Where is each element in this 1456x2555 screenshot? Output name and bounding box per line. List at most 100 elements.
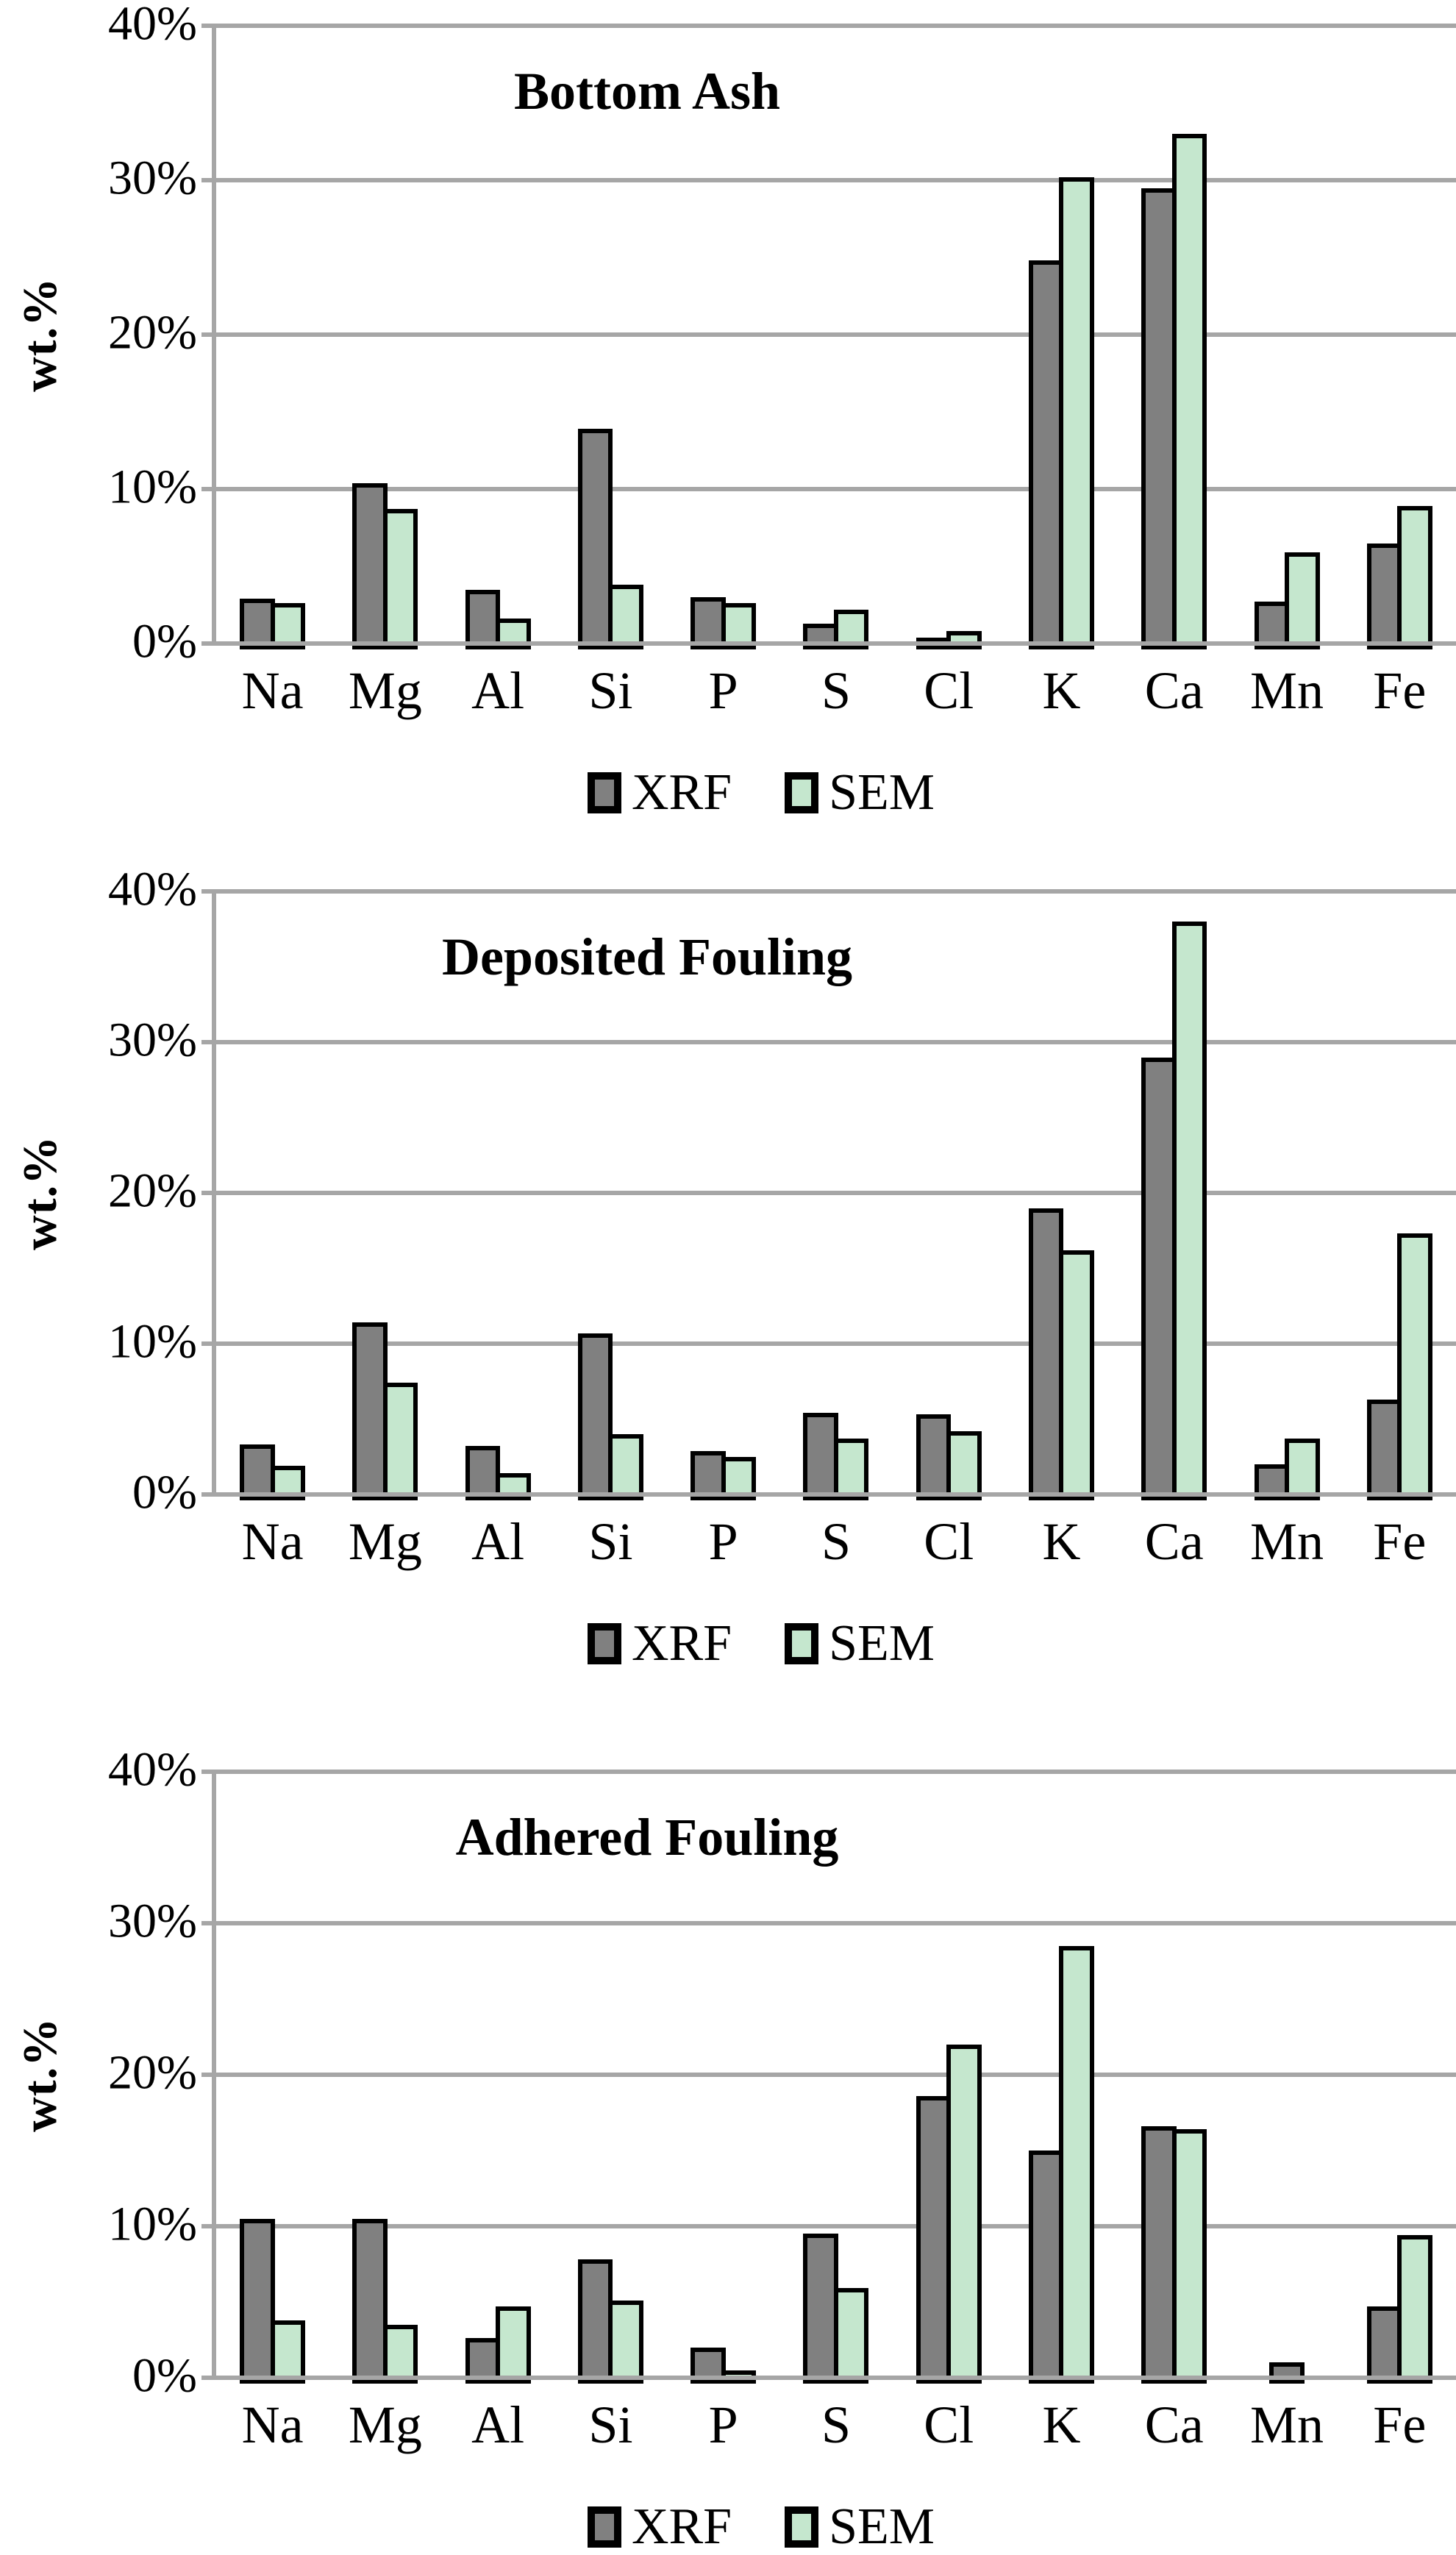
bar-xrf-fe [1366,1399,1402,1500]
bar-sem-mn [1285,552,1320,649]
plot-area: Adhered Fouling [201,1770,1456,2384]
bar-xrf-fe [1366,543,1402,649]
y-tick-label: 10% [108,1314,197,1369]
bar-sem-cl [946,1430,982,1500]
category-group-k [1005,1772,1118,2384]
bar-xrf-mg [352,1322,388,1500]
legend-item-xrf: XRF [587,2501,732,2553]
grid-line [201,1770,1456,1774]
legend-label: SEM [829,1615,935,1672]
legend-label: XRF [631,764,732,821]
x-label-p: P [708,1512,738,1571]
category-group-ca [1118,26,1230,649]
bar-xrf-si [577,429,613,649]
x-label-cl: Cl [924,1512,974,1571]
y-tick-label: 0% [132,2348,197,2403]
legend-swatch-sem [785,1623,819,1664]
x-label-k: K [1042,1512,1081,1571]
legend-swatch-sem [785,2506,819,2548]
bar-xrf-mg [352,482,388,649]
x-label-cl: Cl [924,661,974,720]
bar-sem-si [608,585,643,649]
y-tick-label: 0% [132,1465,197,1519]
category-group-si [554,891,667,1500]
bar-xrf-fe [1366,2306,1402,2384]
category-group-mn [1230,1772,1343,2384]
y-tick-label: 40% [108,862,197,916]
category-group-k [1005,891,1118,1500]
bar-sem-mg [382,1383,418,1500]
x-label-cl: Cl [924,2395,974,2454]
x-label-si: Si [588,2395,633,2454]
bar-xrf-cl [916,2095,952,2384]
x-label-k: K [1042,661,1081,720]
bar-xrf-k [1028,260,1064,649]
grid-line [201,2073,1456,2077]
y-tick-label: 10% [108,460,197,514]
category-group-mg [329,891,441,1500]
y-tick-label: 30% [108,1894,197,1948]
x-label-fe: Fe [1373,2395,1427,2454]
bar-xrf-ca [1141,2126,1177,2384]
grid-line [201,178,1456,182]
bar-sem-fe [1397,506,1432,649]
x-label-mn: Mn [1250,661,1324,720]
bar-xrf-s [803,1413,838,1500]
bar-series [216,1772,1456,2384]
category-group-mg [329,26,441,649]
legend-label: SEM [829,764,935,821]
bar-xrf-ca [1141,1057,1177,1500]
x-axis-line [201,1492,1456,1497]
y-tick-label: 20% [108,1164,197,1218]
chart-deposited-fouling: wt.% 40% 30% 20% 10% 0% Deposited Fouling Na… [0,862,1456,1746]
bar-xrf-p [690,1450,726,1500]
grid-line [201,24,1456,28]
bar-sem-cl [946,2044,982,2384]
grid-line [201,1191,1456,1195]
category-group-fe [1343,26,1456,649]
x-label-k: K [1042,2395,1081,2454]
x-label-na: Na [241,661,304,720]
x-axis-line [201,2376,1456,2380]
bar-sem-mg [382,2324,418,2384]
bar-xrf-al [465,589,501,649]
bar-sem-fe [1397,2235,1432,2384]
x-label-mg: Mg [348,1512,422,1571]
bar-xrf-ca [1141,188,1177,649]
category-group-mn [1230,891,1343,1500]
x-label-mn: Mn [1250,1512,1324,1571]
legend: XRF SEM [33,767,1456,819]
category-group-fe [1343,1772,1456,2384]
grid-line [201,889,1456,894]
category-group-k [1005,26,1118,649]
bar-sem-mg [382,509,418,649]
x-axis-line [201,641,1456,646]
bar-xrf-al [465,1446,501,1500]
x-label-si: Si [588,661,633,720]
bar-xrf-si [577,2259,613,2384]
bar-sem-mn [1285,1439,1320,1500]
legend-swatch-xrf [587,772,621,813]
category-group-mn [1230,26,1343,649]
category-group-cl [893,26,1005,649]
y-tick-label: 30% [108,151,197,205]
bar-sem-k [1059,1250,1094,1500]
y-tick-label: 10% [108,2197,197,2251]
x-label-fe: Fe [1373,1512,1427,1571]
bar-sem-cl [946,631,982,649]
category-group-si [554,26,667,649]
plot-area: Deposited Fouling [201,889,1456,1500]
bar-sem-na [270,2320,306,2384]
y-tick-label: 40% [108,0,197,51]
x-label-mn: Mn [1250,2395,1324,2454]
legend-item-xrf: XRF [587,764,732,821]
y-tick-label: 30% [108,1013,197,1067]
chart-title: Adhered Fouling [455,1808,839,1867]
x-label-p: P [708,2395,738,2454]
x-label-al: Al [471,661,525,720]
category-group-fe [1343,891,1456,1500]
category-group-s [779,891,892,1500]
bar-sem-k [1059,1945,1094,2384]
bar-series [216,26,1456,649]
x-label-s: S [821,2395,851,2454]
